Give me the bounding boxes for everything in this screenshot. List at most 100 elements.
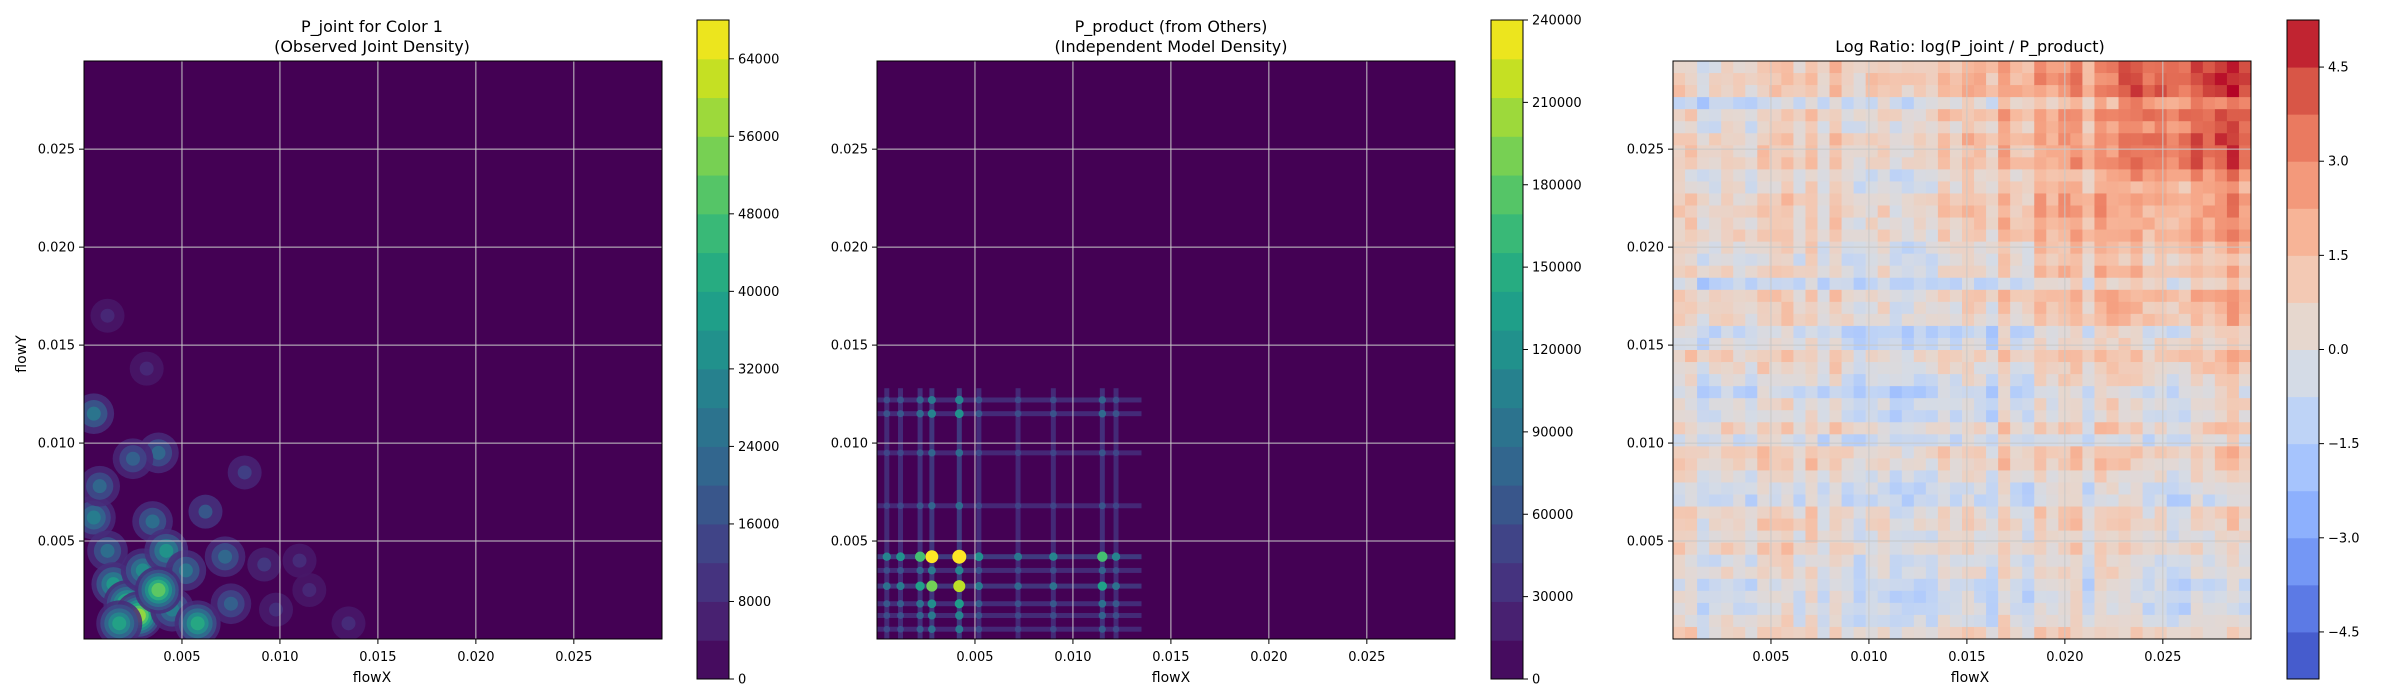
panel-2-x-stripe-4 [956,388,962,639]
panel-3-ratio-cell [1937,109,1951,122]
panel-3-ratio-cell [1974,530,1987,544]
panel-1-density-blob-16-level-2 [237,465,252,480]
panel-3-ratio-cell [1998,410,2011,423]
panel-3-ratio-cell [2238,350,2251,363]
panel-2-hotspot-0-2 [883,600,891,608]
panel-3-ratio-cell [1733,109,1746,122]
panel-3-ratio-cell [2118,337,2132,351]
panel-3-ratio-cell [1817,85,1831,98]
panel-2-colorbar-level-11 [1491,213,1523,254]
panel-3-ratio-cell [2178,506,2192,520]
panel-3-ratio-cell [2178,301,2192,315]
panel-3-ratio-cell [2238,602,2251,616]
panel-3-ratio-cell [1673,494,1686,508]
panel-3-ratio-cell [1901,374,1915,387]
panel-2-colorbar-level-13 [1491,136,1523,176]
panel-3-ratio-cell [2214,301,2228,315]
panel-1-x-tick-label-2: 0.015 [359,650,396,665]
panel-3-ratio-cell [2154,97,2168,110]
panel-3-ratio-cell [1913,133,1927,146]
panel-3-ratio-cell [1781,410,1795,423]
panel-3-ratio-cell [2202,398,2216,411]
panel-3-ratio-cell [2166,145,2180,158]
panel-1-colorbar-level-2 [697,562,729,602]
panel-3-ratio-cell [1781,229,1795,243]
panel-3-ratio-cell [2130,169,2144,183]
panel-3-ratio-cell [1697,422,1710,435]
panel-3-ratio-cell [1745,530,1758,544]
panel-3-ratio-cell [1889,506,1903,520]
panel-3-ratio-cell [2142,374,2156,387]
panel-3-ratio-cell [1817,410,1831,423]
panel-3-ratio-cell [1685,554,1698,568]
panel-3-ratio-cell [1829,337,1843,351]
panel-3-ratio-cell [2154,289,2168,303]
panel-3-ratio-cell [2034,121,2047,134]
panel-3-ratio-cell [2070,61,2084,74]
panel-2-hotspot-3-4 [927,566,936,575]
panel-3-ratio-cell [2034,578,2047,592]
panel-3-ratio-cell [2118,145,2132,158]
panel-2-x-stripe-0 [884,388,890,639]
panel-1-colorbar-level-5 [697,446,729,486]
panel-3-ratio-cell [1745,398,1758,411]
panel-3-ratio-cell [2046,121,2059,134]
panel-3-ratio-cell [2106,325,2120,339]
panel-3-ratio-cell [1913,289,1927,303]
panel-1-colorbar-level-8 [697,330,729,370]
panel-3-ratio-cell [2082,277,2096,291]
panel-3-ratio-cell [1685,217,1698,231]
panel-3-ratio-cell [1829,121,1843,134]
panel-1-x-tick-label-0: 0.005 [163,650,200,665]
panel-3-ratio-cell [2154,626,2168,639]
panel-3-ratio-cell [2142,458,2156,472]
panel-3-ratio-cell [2166,277,2180,291]
panel-3-ratio-cell [1781,590,1795,604]
panel-3-ratio-cell [1709,482,1722,496]
panel-3-ratio-cell [2106,626,2120,639]
panel-3-ratio-cell [2142,97,2156,110]
panel-3-ratio-cell [1697,85,1710,98]
panel-3-ratio-cell [1697,434,1710,447]
panel-3-ratio-cell [2022,97,2035,110]
panel-3-ratio-cell [1937,530,1951,544]
panel-3-ratio-cell [1962,289,1975,303]
panel-3-ratio-cell [1733,121,1746,134]
panel-3-ratio-cell [2046,181,2059,195]
panel-3-ratio-cell [1998,277,2011,291]
panel-3-ratio-cell [1913,374,1927,387]
panel-3-ratio-cell [1745,73,1758,86]
panel-2-hotspot-3-7 [928,449,936,457]
panel-3-ratio-cell [1817,566,1831,580]
panel-3-ratio-cell [1865,97,1879,110]
panel-3-ratio-cell [2118,470,2132,484]
panel-3-ratio-cell [2214,566,2228,580]
panel-3-ratio-cell [2094,277,2108,291]
panel-3-ratio-cell [1745,422,1758,435]
panel-3-ratio-cell [2094,386,2108,399]
panel-3-ratio-cell [1685,602,1698,616]
panel-3-ratio-cell [1673,229,1686,243]
panel-3-ratio-cell [1805,205,1819,219]
panel-3-ratio-cell [2106,157,2120,170]
panel-3-ratio-cell [1697,265,1710,279]
panel-3-ratio-cell [2226,181,2240,195]
panel-3-ratio-cell [2190,253,2204,267]
panel-3-ratio-cell [1673,578,1686,592]
panel-3-ratio-cell [2130,145,2144,158]
panel-3-ratio-cell [2166,181,2180,195]
panel-3-ratio-cell [2202,422,2216,435]
panel-1-title: P_joint for Color 1 [301,17,443,37]
panel-3-ratio-cell [1805,506,1819,520]
panel-1-density-blob-25-level-3 [92,479,107,494]
panel-3-ratio-cell [1949,241,1963,255]
panel-3-ratio-cell [1865,181,1879,195]
panel-3-ratio-cell [2154,133,2168,146]
panel-3-ratio-cell [1949,422,1963,435]
panel-2-hotspot-1-0 [897,625,904,633]
panel-3-ratio-cell [2226,554,2240,568]
panel-3-ratio-cell [1781,578,1795,592]
panel-3-ratio-cell [2034,277,2047,291]
panel-3-ratio-cell [1877,350,1891,363]
